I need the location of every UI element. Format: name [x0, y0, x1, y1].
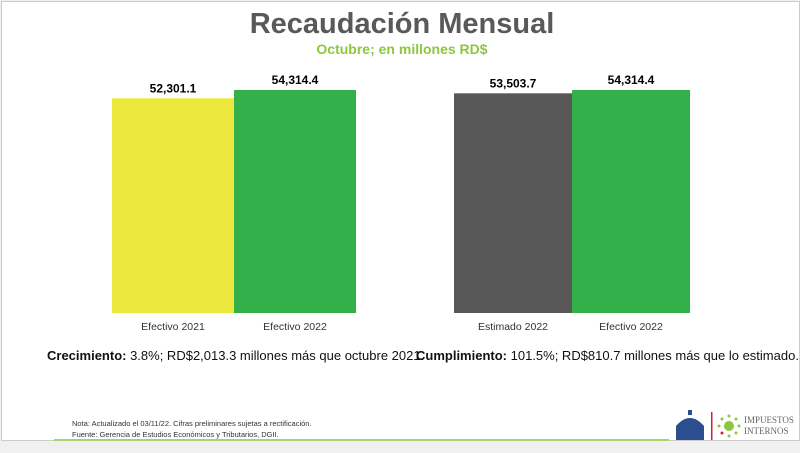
- x-tick-label: Efectivo 2021: [141, 321, 205, 333]
- x-tick-label: Estimado 2022: [478, 321, 548, 333]
- x-tick-label: Efectivo 2022: [263, 321, 327, 333]
- footer-divider: [54, 439, 669, 441]
- chart-title: Recaudación Mensual: [249, 8, 555, 40]
- data-label: 54,314.4: [608, 73, 655, 87]
- data-label: 52,301.1: [150, 81, 197, 95]
- x-tick-label: Efectivo 2022: [599, 321, 663, 333]
- dome-logo-icon: [676, 410, 704, 440]
- bar: [112, 98, 234, 314]
- slide: Recaudación Mensual Octubre; en millones…: [1, 1, 800, 441]
- bar: [234, 90, 356, 313]
- sun-logo-icon: [717, 414, 741, 438]
- logo-divider: [711, 412, 713, 440]
- bar: [454, 93, 572, 313]
- chart-subtitle: Octubre; en millones RD$: [316, 41, 488, 57]
- logo-text: IMPUESTOS INTERNOS: [744, 415, 794, 436]
- compliance-note: Cumplimiento: 101.5%; RD$810.7 millones …: [416, 348, 799, 363]
- charts: 52,301.1 Efectivo 2021 54,314.4 Efectivo 20…: [112, 73, 690, 333]
- bar: [572, 90, 690, 313]
- growth-note: Crecimiento: 3.8%; RD$2,013.3 millones m…: [47, 348, 425, 363]
- footer-source: Fuente: Gerencia de Estudios Económicos …: [72, 430, 279, 439]
- footer-note: Nota: Actualizado el 03/11/22. Cifras pr…: [72, 419, 312, 428]
- data-label: 54,314.4: [272, 73, 319, 87]
- data-label: 53,503.7: [490, 76, 537, 90]
